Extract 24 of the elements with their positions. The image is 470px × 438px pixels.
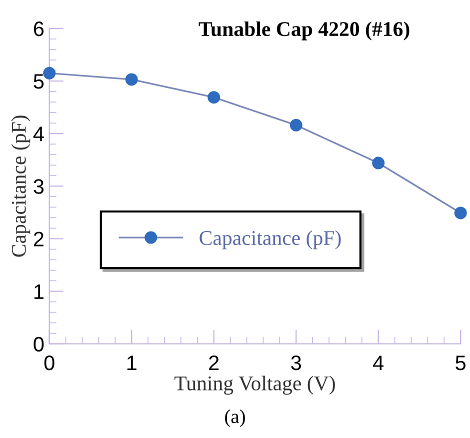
point <box>208 91 220 104</box>
x-tick-label: 4 <box>373 356 384 370</box>
point <box>125 73 138 86</box>
point <box>43 66 56 80</box>
x-tick-label: 5 <box>456 356 466 370</box>
text: (a) <box>225 409 245 428</box>
chart-title: Tunable Cap 4220 (#16) <box>198 21 410 40</box>
point <box>290 118 302 132</box>
y-axis-title: Capacitance (pF) <box>11 116 30 257</box>
y-tick-label: 3 <box>34 179 44 194</box>
y-tick-label: 2 <box>34 232 44 246</box>
y-tick-label: 1 <box>34 284 44 299</box>
y-tick-label: 6 <box>34 21 44 36</box>
x-tick-label: 3 <box>291 355 301 370</box>
point <box>372 156 385 170</box>
x-tick-label: 0 <box>44 355 54 370</box>
x-tick-label: 1 <box>127 356 136 370</box>
y-tick-label: 0 <box>34 336 44 352</box>
legend-label: Capacitance (pF) <box>200 230 341 250</box>
x-tick-label: 2 <box>209 355 219 370</box>
x-axis-title: Tuning Voltage (V) <box>174 376 335 395</box>
y-tick-label: 5 <box>34 74 44 89</box>
point <box>454 206 467 220</box>
y-tick-label: 4 <box>33 126 44 142</box>
